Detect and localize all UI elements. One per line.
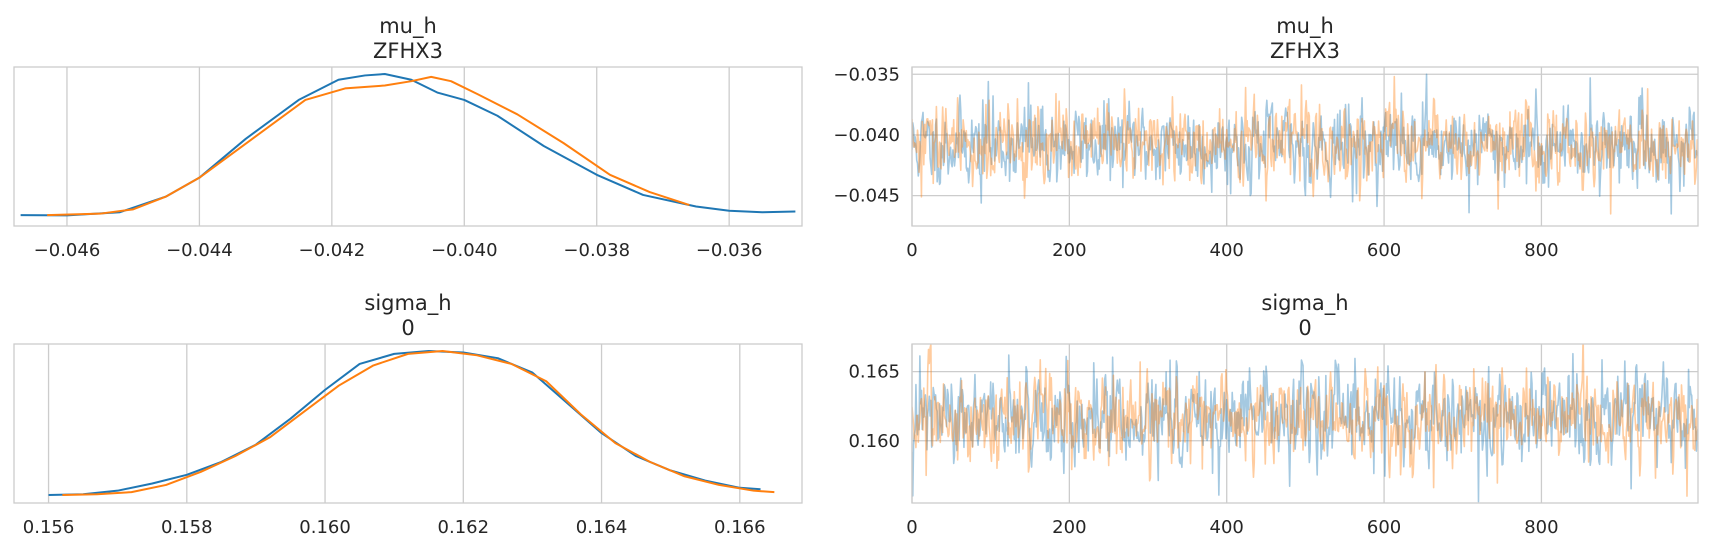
- panel-title: mu_h: [1276, 14, 1334, 39]
- x-tick-label: −0.040: [431, 240, 498, 261]
- axes-frame: [911, 343, 1699, 504]
- x-tick-label: 800: [1524, 517, 1558, 538]
- x-tick-label: 200: [1052, 517, 1086, 538]
- x-tick-label: 400: [1210, 517, 1244, 538]
- trace-line-chain-0: [912, 73, 1698, 215]
- kde-line-chain-1: [47, 75, 690, 217]
- y-tick-label: 0.165: [848, 362, 900, 383]
- x-tick-label: 200: [1052, 240, 1086, 261]
- y-tick-label: 0.160: [848, 431, 900, 452]
- panel-subtitle: 0: [401, 316, 414, 340]
- x-tick-label: −0.046: [34, 240, 101, 261]
- trace-line-chain-0: [912, 352, 1698, 503]
- x-tick-label: 0.160: [299, 517, 351, 538]
- panel-subtitle: 0: [1298, 316, 1311, 340]
- trace-line-chain-1: [912, 344, 1698, 497]
- kde-line-chain-1: [62, 350, 775, 496]
- trace-line-chain-1: [912, 75, 1698, 215]
- axes-frame: [911, 66, 1699, 227]
- series-group: [48, 350, 775, 496]
- y-tick-label: −0.040: [833, 125, 900, 146]
- x-tick-label: −0.042: [299, 240, 366, 261]
- x-tick-label: 0: [906, 517, 917, 538]
- axes-frame: [13, 343, 803, 504]
- series-group: [912, 73, 1698, 215]
- x-tick-label: 0.162: [438, 517, 490, 538]
- x-tick-label: 800: [1524, 240, 1558, 261]
- x-tick-label: −0.038: [563, 240, 630, 261]
- panel-title: mu_h: [379, 14, 437, 39]
- x-tick-label: 400: [1210, 240, 1244, 261]
- x-tick-label: −0.036: [696, 240, 763, 261]
- mu-h-kde-panel: −0.046 −0.044 −0.042 −0.040 −0.038 −0.036 mu_h…: [13, 14, 803, 261]
- kde-line-chain-0: [48, 350, 761, 496]
- series-group: [912, 344, 1698, 503]
- x-tick-label: 0.166: [714, 517, 766, 538]
- series-group: [20, 73, 796, 217]
- x-tick-label: 0.156: [23, 517, 75, 538]
- y-tick-label: −0.045: [833, 186, 900, 207]
- x-tick-label: 600: [1367, 517, 1401, 538]
- x-tick-label: 0.164: [576, 517, 628, 538]
- sigma-h-kde-panel: 0.156 0.158 0.160 0.162 0.164 0.166 sigma_h0: [13, 291, 803, 538]
- panel-title: sigma_h: [1261, 291, 1348, 316]
- x-tick-label: −0.044: [166, 240, 233, 261]
- y-tick-label: −0.035: [833, 64, 900, 85]
- x-tick-label: 600: [1367, 240, 1401, 261]
- axes-frame: [13, 66, 803, 227]
- panel-subtitle: ZFHX3: [1270, 39, 1340, 63]
- x-tick-label: 0: [906, 240, 917, 261]
- panel-subtitle: ZFHX3: [373, 39, 443, 63]
- x-tick-label: 0.158: [161, 517, 213, 538]
- kde-line-chain-0: [20, 73, 796, 217]
- panel-title: sigma_h: [364, 291, 451, 316]
